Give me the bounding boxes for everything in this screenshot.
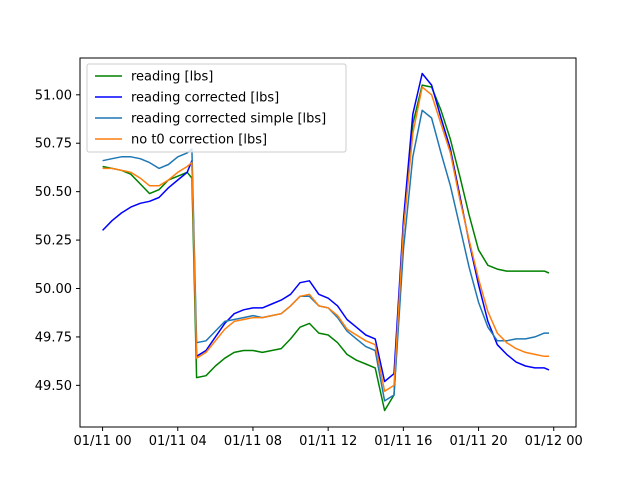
legend-label-no-t0-correction: no t0 correction [lbs] [131,133,267,148]
x-tick-label: 01/11 00 [73,434,131,449]
series-line-reading [102,84,550,412]
y-tick-label: 49.50 [35,379,72,394]
x-tick-label: 01/11 12 [299,434,357,449]
legend-label-reading-corrected-simple: reading corrected simple [lbs] [131,112,326,127]
legend-label-reading: reading [lbs] [131,70,213,85]
y-tick-label: 51.00 [35,88,72,103]
x-tick-label: 01/12 00 [525,434,583,449]
x-tick-label: 01/11 04 [149,434,207,449]
legend: reading [lbs] reading corrected [lbs] re… [86,63,347,153]
y-tick-label: 49.75 [35,330,72,345]
y-axis: 49.50 49.75 50.00 50.25 50.50 50.75 51.00 [35,88,80,394]
series-line-no-t0-correction [102,86,549,392]
y-tick-label: 50.00 [35,282,72,297]
y-tick-label: 50.50 [35,185,72,200]
x-tick-label: 01/11 16 [374,434,432,449]
series-layer [102,72,550,412]
series-line-reading-corrected [102,72,550,383]
legend-label-reading-corrected: reading corrected [lbs] [131,91,279,106]
x-axis: 01/11 00 01/11 04 01/11 08 01/11 12 01/11 16… [73,427,583,449]
y-tick-label: 50.25 [35,234,72,249]
y-tick-label: 50.75 [35,137,72,152]
legend-box [86,63,347,153]
x-tick-label: 01/11 08 [224,434,282,449]
x-tick-label: 01/11 20 [449,434,507,449]
